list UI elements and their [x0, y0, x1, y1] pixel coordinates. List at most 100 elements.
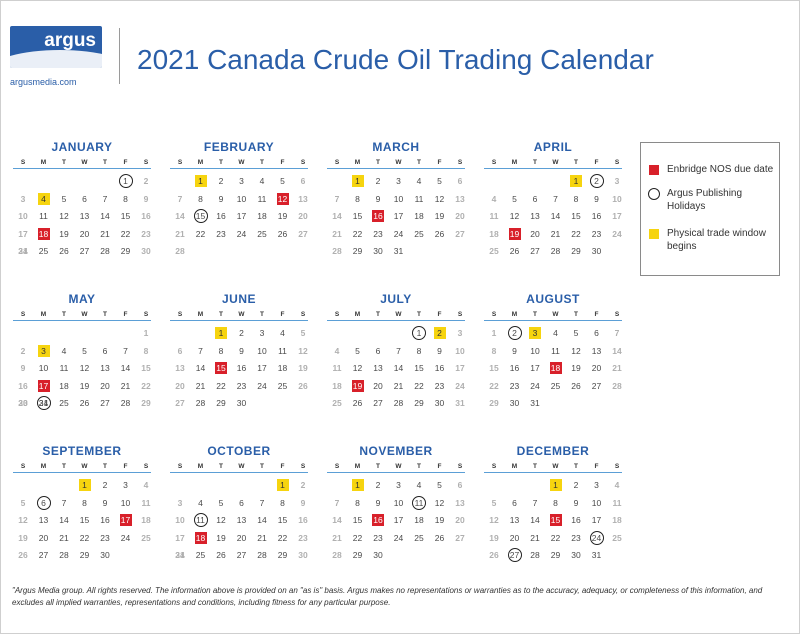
calendar-day: 13 — [455, 497, 465, 508]
calendar-day: 20 — [591, 363, 602, 373]
calendar-day: 11 — [39, 211, 48, 221]
calendar-day: 19 — [489, 532, 499, 543]
calendar-day: 23 — [591, 228, 602, 239]
calendar-day: 20 — [100, 380, 110, 391]
weekday-header: S — [614, 463, 620, 470]
calendar-day: 7 — [334, 497, 340, 508]
calendar-day: 17 — [116, 512, 136, 528]
calendar-day: 6 — [375, 345, 381, 356]
calendar-day: 28 — [100, 246, 110, 256]
calendar-day: 22 — [414, 380, 424, 391]
calendar-day: 29 — [352, 550, 363, 560]
calendar-day: 15 — [571, 211, 581, 221]
calendar-day: 29 — [216, 398, 226, 408]
calendar-day: 13 — [509, 515, 520, 525]
calendar-day: 19 — [505, 226, 525, 242]
header-divider — [119, 28, 120, 84]
calendar-day: 3 — [457, 328, 463, 338]
calendar-day: 7 — [123, 345, 128, 356]
calendar-day: 8 — [123, 193, 128, 204]
calendar-day: 2 — [375, 176, 381, 186]
calendar-day: 22 — [141, 380, 151, 391]
page-title: 2021 Canada Crude Oil Trading Calendar — [137, 44, 654, 75]
calendar-day: 1 — [116, 173, 136, 189]
calendar-day: 8 — [280, 497, 285, 508]
calendar-day: 24 — [18, 246, 28, 256]
weekday-header: F — [123, 463, 128, 470]
calendar-day: 28 — [332, 246, 342, 256]
month-april: APRIL S M T W T F S 1 2 3 4 5 6 7 8 9 10 11 12 13 14 15 16 17 18 1… — [484, 140, 622, 265]
calendar-day: 22 — [120, 228, 131, 239]
calendar-day: 7 — [396, 345, 401, 356]
calendar-day: 20 — [455, 211, 465, 221]
weekday-header: T — [219, 311, 223, 318]
calendar-day: 21 — [175, 228, 185, 239]
calendar-day: 4 — [280, 328, 285, 338]
calendar-day: 5 — [82, 345, 87, 356]
calendar-day: 14 — [550, 211, 561, 221]
weekday-header: T — [260, 311, 264, 318]
calendar-day: 6 — [594, 328, 599, 338]
calendar-day: 22 — [352, 532, 363, 543]
calendar-day: 30 — [236, 398, 247, 408]
calendar-day: 21 — [120, 380, 131, 391]
weekday-header: W — [238, 159, 245, 166]
calendar-day: 20 — [175, 380, 185, 391]
weekday-header: T — [574, 159, 578, 166]
weekday-header: M — [354, 159, 361, 166]
weekday-header: S — [300, 311, 306, 318]
calendar-day: 21 — [257, 532, 267, 543]
weekday-header: T — [62, 463, 66, 470]
calendar-day: 14 — [195, 363, 206, 373]
calendar-day: 18 — [257, 211, 267, 221]
calendar-day: 21 — [550, 228, 561, 239]
calendar-day: 8 — [143, 345, 149, 356]
weekday-header: S — [20, 159, 26, 166]
weekday-header: W — [81, 159, 88, 166]
weekday-header: W — [395, 311, 402, 318]
calendar-day: 14 — [100, 211, 110, 221]
calendar-day: 15 — [489, 363, 499, 373]
calendar-day: 14 — [530, 515, 540, 525]
month-name: MAY — [68, 292, 96, 306]
yellow-square-icon — [649, 229, 659, 239]
calendar-day: 7 — [259, 497, 265, 508]
calendar-day: 5 — [437, 176, 442, 186]
weekday-header: M — [40, 159, 47, 166]
calendar-day: 24 — [393, 228, 404, 239]
month-rule — [170, 472, 308, 473]
calendar-day: 24 — [587, 530, 607, 546]
month-december: DECEMBER S M T W T F S 1 2 3 4 5 6 7 8 9 10 11 12 13 14 15 16 17… — [484, 444, 622, 569]
weekday-header: T — [533, 463, 537, 470]
footer-disclaimer: "Argus Media group. All rights reserved.… — [12, 586, 763, 607]
calendar-day: 25 — [332, 398, 342, 408]
weekday-header: M — [511, 159, 518, 166]
calendar-day: 11 — [409, 495, 429, 511]
calendar-day: 1 — [566, 173, 586, 189]
calendar-day: 4 — [34, 191, 54, 207]
calendar-day: 11 — [59, 363, 69, 373]
calendar-day: 30 — [434, 398, 445, 408]
calendar-day: 22 — [216, 380, 226, 391]
calendar-day: 1 — [211, 325, 231, 341]
weekday-header: S — [143, 463, 149, 470]
calendar-day: 12 — [18, 515, 28, 525]
calendar-day: 20 — [38, 532, 49, 543]
calendar-day: 21 — [332, 532, 342, 543]
calendar-day: 18 — [34, 226, 54, 242]
weekday-header: M — [354, 311, 361, 318]
calendar-day: 18 — [546, 360, 566, 376]
logo-url: argusmedia.com — [10, 77, 77, 87]
calendar-day: 6 — [457, 176, 463, 186]
month-rule — [327, 168, 465, 169]
calendar-day: 31 — [38, 398, 49, 408]
calendar-day: 10 — [38, 363, 49, 373]
weekday-header: T — [417, 463, 421, 470]
calendar-day: 15 — [352, 211, 363, 221]
legend-holiday-label: Argus Publishing Holidays — [667, 188, 743, 212]
calendar-day: 21 — [100, 228, 110, 239]
calendar-day: 14 — [612, 345, 622, 356]
calendar-day: 2 — [143, 176, 149, 186]
weekday-header: W — [81, 463, 88, 470]
calendar-day: 4 — [259, 176, 265, 186]
